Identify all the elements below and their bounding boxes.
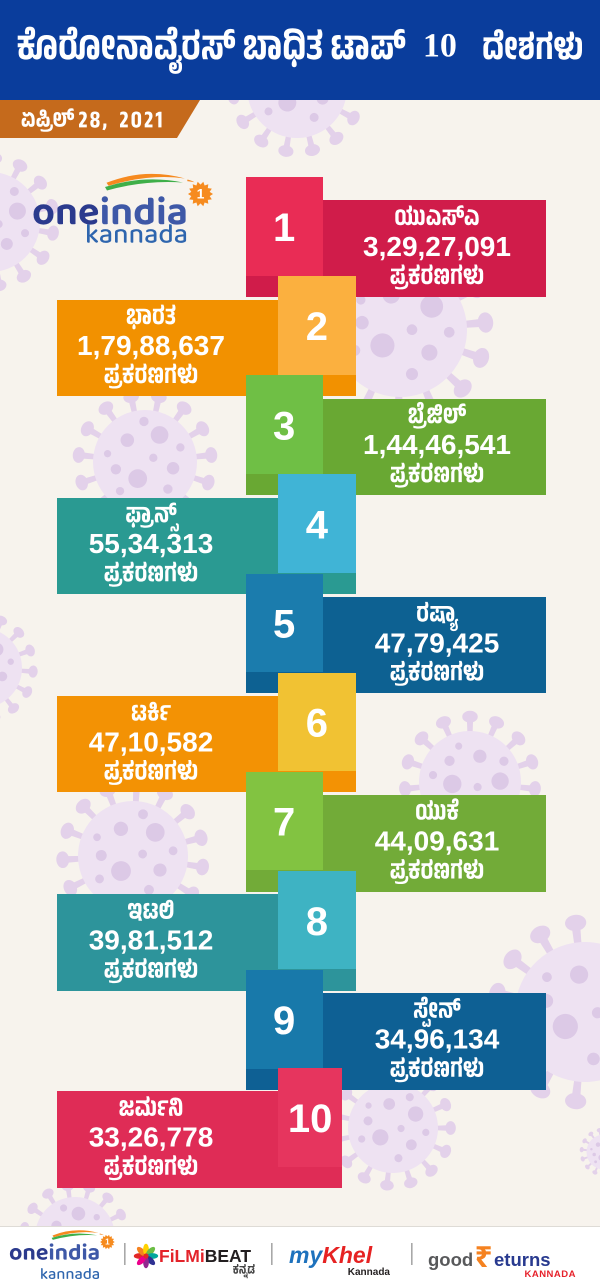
svg-text:1,79,88,637: 1,79,88,637 — [77, 330, 225, 361]
svg-text:1,44,46,541: 1,44,46,541 — [363, 429, 511, 460]
svg-text:2: 2 — [306, 305, 328, 349]
svg-text:47,79,425: 47,79,425 — [375, 627, 500, 658]
svg-text:3: 3 — [273, 404, 295, 448]
svg-text:47,10,582: 47,10,582 — [89, 726, 214, 757]
svg-text:34,96,134: 34,96,134 — [375, 1024, 500, 1055]
svg-text:33,26,778: 33,26,778 — [89, 1122, 214, 1153]
svg-text:good: good — [428, 1249, 473, 1270]
svg-text:1: 1 — [105, 1238, 110, 1247]
svg-text:3,29,27,091: 3,29,27,091 — [363, 231, 511, 262]
svg-text:9: 9 — [273, 999, 295, 1043]
svg-text:KANNADA: KANNADA — [524, 1269, 576, 1280]
svg-text:7: 7 — [273, 801, 295, 845]
svg-text:Kannada: Kannada — [348, 1267, 391, 1278]
svg-text:44,09,631: 44,09,631 — [375, 826, 500, 857]
svg-text:10: 10 — [288, 1097, 333, 1141]
svg-text:4: 4 — [306, 503, 329, 547]
svg-text:39,81,512: 39,81,512 — [89, 925, 214, 956]
svg-text:5: 5 — [273, 603, 295, 647]
svg-text:myKhel: myKhel — [289, 1242, 373, 1268]
svg-text:55,34,313: 55,34,313 — [89, 528, 214, 559]
svg-text:6: 6 — [306, 702, 328, 746]
svg-text:8: 8 — [306, 900, 328, 944]
svg-text:FiLMiBEAT: FiLMiBEAT — [159, 1246, 251, 1266]
svg-text:eturns: eturns — [494, 1249, 551, 1270]
svg-text:1: 1 — [273, 206, 295, 250]
